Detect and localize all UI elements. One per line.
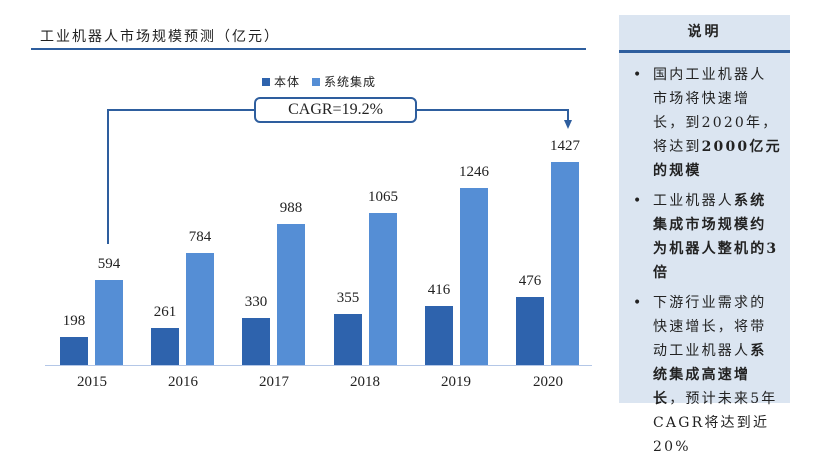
bar-integration-2018 [369,213,397,365]
bar-value-label: 476 [518,273,542,289]
legend-label: 本体 [274,75,301,89]
note-text: 国内工业机器人市场将快速增长，到2020年，将达到 [653,67,779,155]
note-text: 工业机器人 [653,193,734,209]
title-divider [31,48,586,50]
bar-value-label: 1427 [550,138,580,154]
bullet-icon: • [633,193,644,209]
x-axis-tick-label: 2015 [77,374,107,390]
legend-item-body: 本体 [262,73,300,90]
legend-item-integration: 系统集成 [312,73,376,90]
bar-integration-2016 [186,253,214,365]
note-item: • 工业机器人系统集成市场规模约为机器人整机的3倍 [629,189,782,285]
bar-value-label: 784 [188,229,212,245]
x-axis-tick-label: 2016 [168,374,198,390]
x-axis-tick-label: 2018 [350,374,380,390]
x-axis-tick-label: 2019 [441,374,471,390]
bar-integration-2015 [95,280,123,365]
note-emphasis: 系统集成市场规模约为机器人整机的3倍 [653,193,779,281]
bar-value-label: 330 [244,294,268,310]
bar-value-label: 988 [279,200,303,216]
legend-label: 系统集成 [324,75,377,89]
bar-body-2017 [242,318,270,365]
chart-title: 工业机器人市场规模预测（亿元） [40,29,280,45]
bar-body-2019 [425,306,453,365]
bar-body-2016 [151,328,179,365]
cagr-connector-left-horizontal [107,109,255,111]
notes-divider [619,50,790,53]
bar-value-label: 1065 [368,189,398,205]
x-axis-line [45,365,592,366]
chart-legend: 本体 系统集成 [262,73,382,90]
notes-heading: 说明 [687,24,722,40]
cagr-connector-right-horizontal [416,109,569,111]
note-emphasis: 系统集成高速增长 [653,343,767,407]
note-text: 下游行业需求的快速增长，将带动工业机器人 [653,295,767,359]
note-item: • 下游行业需求的快速增长，将带动工业机器人系统集成高速增长，预计未来5年CAGR… [629,291,782,459]
notes-panel: 说明 • 国内工业机器人市场将快速增长，到2020年，将达到2000亿元的规模 • 工… [619,15,790,455]
bar-value-label: 1246 [459,164,489,180]
bar-integration-2020 [551,162,579,365]
bar-value-label: 261 [153,304,177,320]
bar-value-label: 355 [336,290,360,306]
x-axis-tick-label: 2017 [259,374,289,390]
cagr-label: CAGR=19.2% [254,97,417,123]
bar-body-2020 [516,297,544,365]
bar-value-label: 416 [427,282,451,298]
bar-value-label: 198 [62,313,86,329]
bar-integration-2017 [277,224,305,365]
notes-list: • 国内工业机器人市场将快速增长，到2020年，将达到2000亿元的规模 • 工业机器… [619,53,790,459]
legend-swatch-icon [312,77,321,86]
note-item: • 国内工业机器人市场将快速增长，到2020年，将达到2000亿元的规模 [629,63,782,183]
cagr-connector-left-vertical [107,109,109,244]
arrow-down-icon [564,120,572,129]
note-emphasis: 2000亿元的规模 [653,139,782,179]
bullet-icon: • [633,67,644,83]
bar-body-2018 [334,314,362,365]
bar-integration-2019 [460,188,488,365]
x-axis-tick-label: 2020 [533,374,563,390]
legend-swatch-icon [262,77,270,86]
cagr-connector-right-vertical [567,109,569,121]
note-text: ，预计未来5年CAGR将达到近20% [653,391,778,455]
bar-body-2015 [60,337,88,365]
bullet-icon: • [633,295,644,311]
bar-value-label: 594 [97,256,121,272]
